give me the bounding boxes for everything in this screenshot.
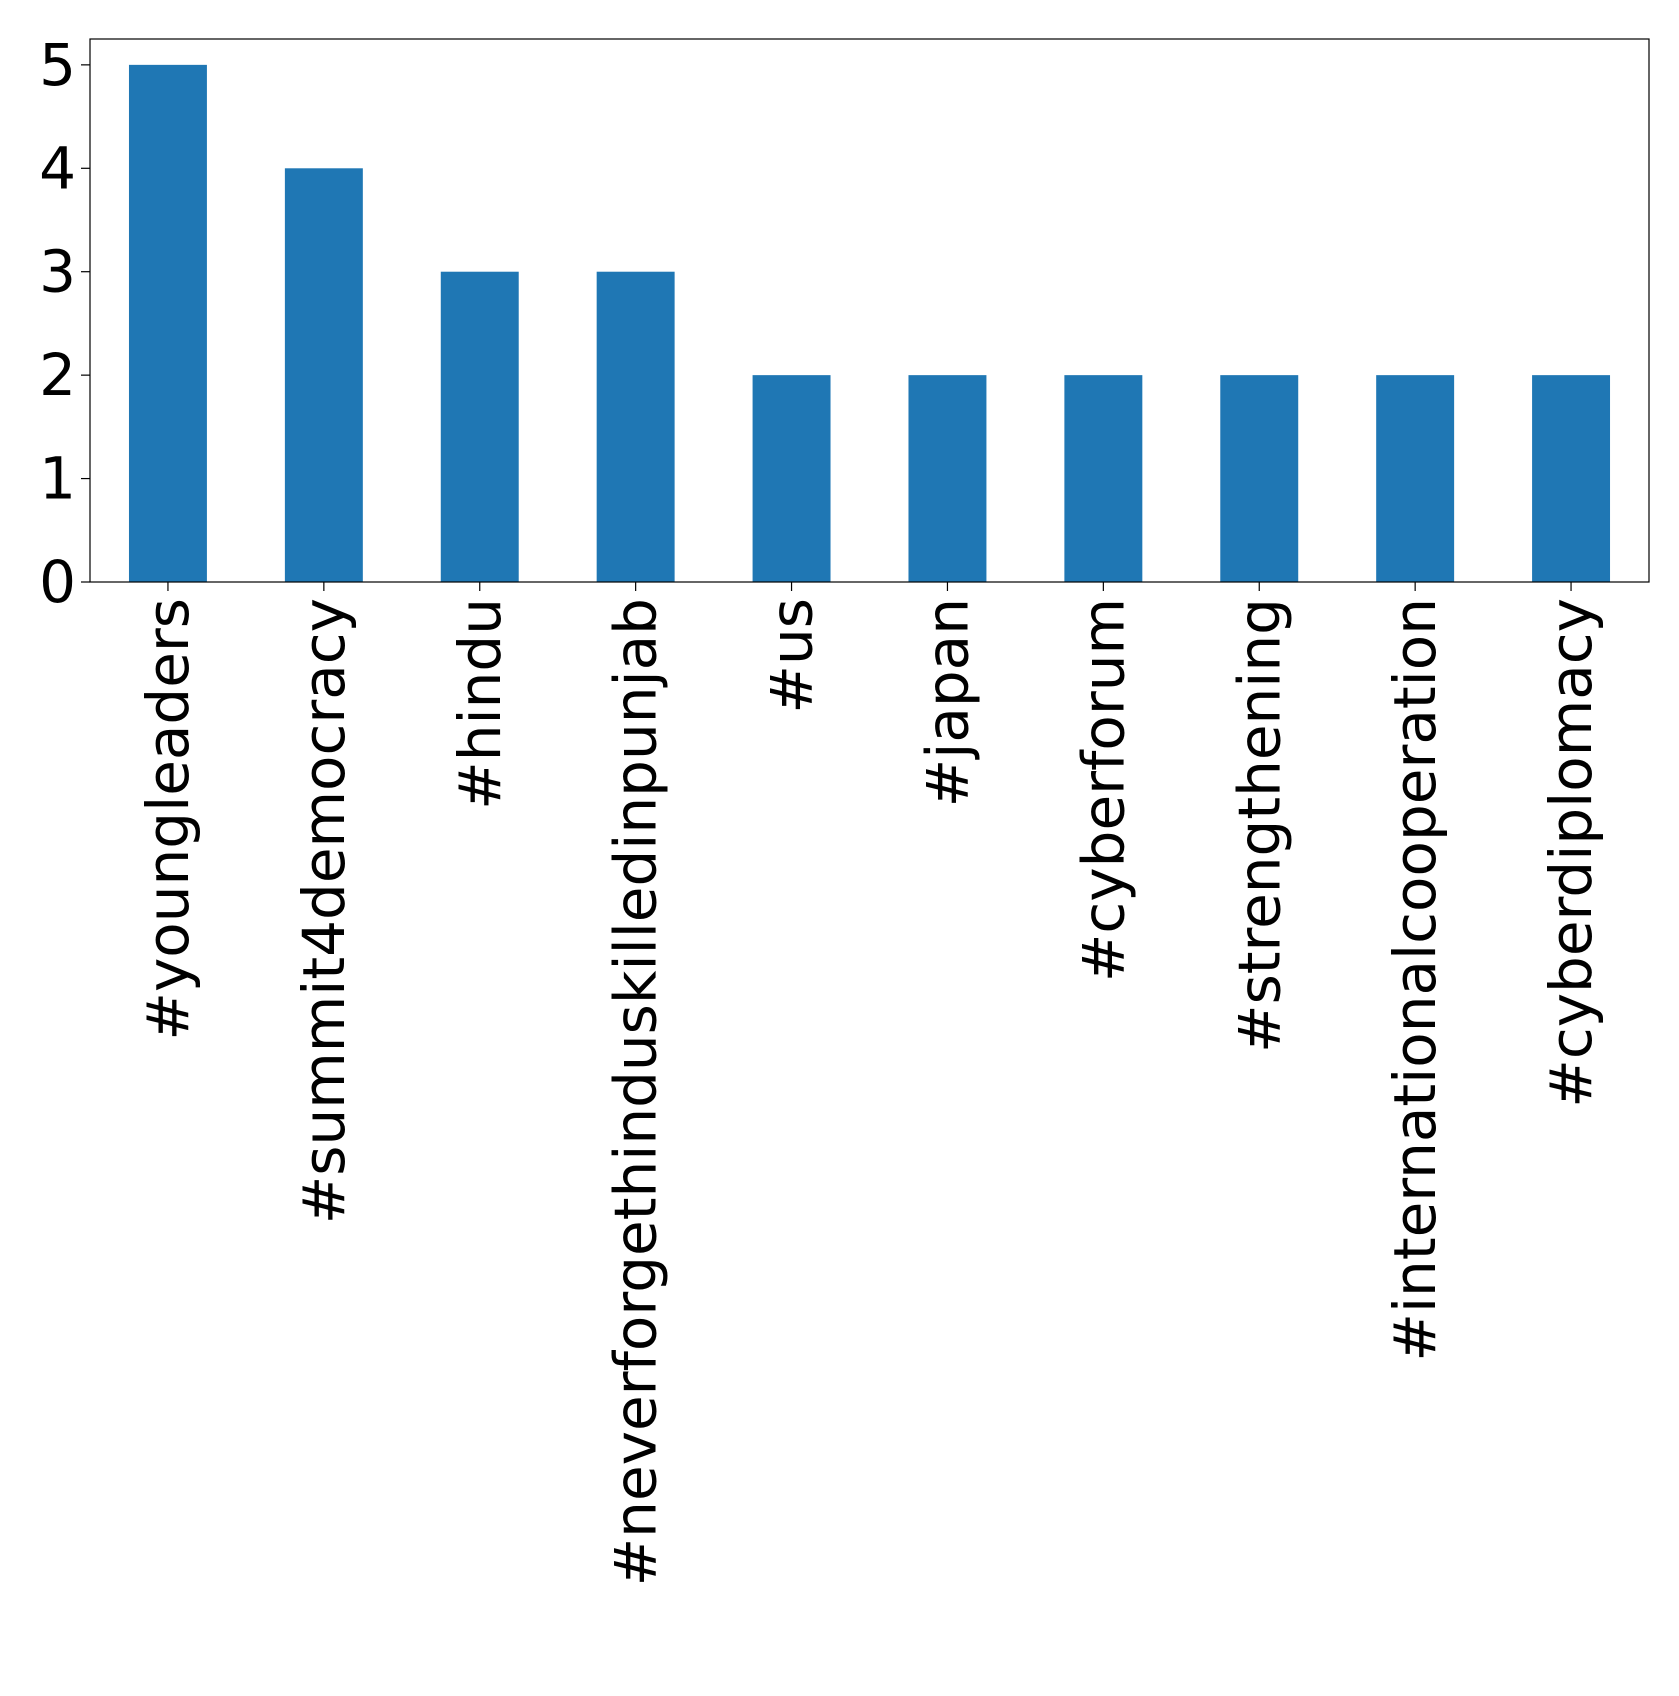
plot-frame bbox=[89, 38, 1650, 583]
x-tick-label: #hindu bbox=[446, 598, 514, 810]
x-tick-label: #strengthening bbox=[1225, 598, 1293, 1053]
x-tick-label: #us bbox=[758, 598, 826, 714]
y-tick-label: 0 bbox=[39, 548, 76, 616]
bar-japan bbox=[908, 375, 987, 582]
bar-cyberdiplomacy bbox=[1532, 375, 1611, 582]
y-tick-label: 1 bbox=[39, 445, 76, 513]
y-tick-label: 5 bbox=[39, 31, 76, 99]
y-axis-ticks: 0 1 2 3 4 5 bbox=[39, 31, 90, 616]
x-tick-label: #neverforgethinduskilledinpunjab bbox=[602, 598, 670, 1586]
bars-layer bbox=[128, 64, 1611, 583]
bar-hindu bbox=[440, 271, 519, 582]
axes-layer bbox=[89, 38, 1650, 583]
bar-us bbox=[752, 375, 831, 582]
x-tick-label: #internationalcooperation bbox=[1381, 598, 1449, 1362]
x-tick-label: #japan bbox=[913, 598, 981, 807]
y-tick-label: 3 bbox=[39, 238, 76, 306]
x-tick-label: #cyberdiplomacy bbox=[1537, 598, 1605, 1108]
x-axis-ticks: #youngleaders #summit4democracy #hindu #nev… bbox=[134, 582, 1605, 1586]
y-tick-label: 2 bbox=[39, 341, 76, 409]
bar-internationalcooperation bbox=[1376, 375, 1455, 582]
x-tick-label: #cyberforum bbox=[1069, 598, 1137, 982]
bar-summit4democracy bbox=[284, 168, 363, 583]
bar-strengthening bbox=[1220, 375, 1299, 582]
bar-cyberforum bbox=[1064, 375, 1143, 582]
y-tick-label: 4 bbox=[39, 134, 76, 202]
x-tick-label: #summit4democracy bbox=[290, 598, 358, 1224]
x-tick-label: #youngleaders bbox=[134, 598, 202, 1041]
bar-youngleaders bbox=[128, 64, 207, 583]
bar-neverforgethinduskilledinpunjab bbox=[596, 271, 675, 582]
